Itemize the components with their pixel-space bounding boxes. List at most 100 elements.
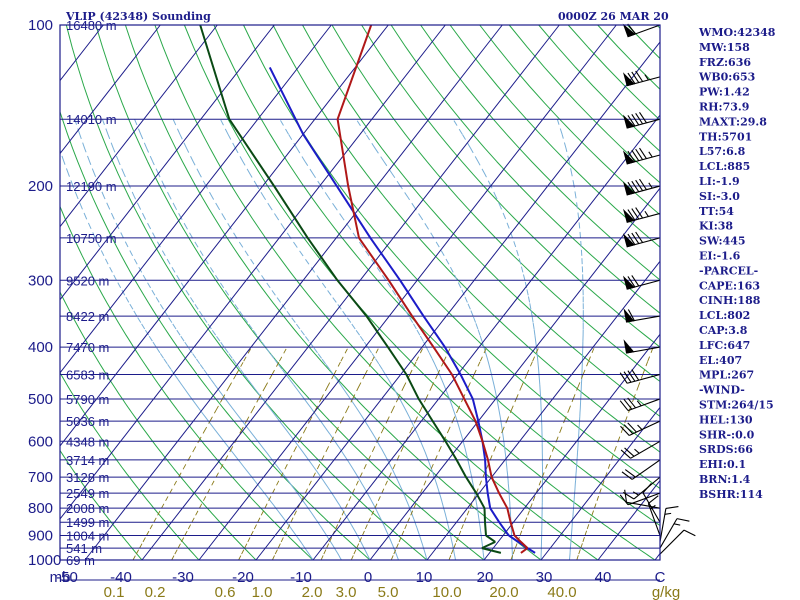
wind-barb-flag	[648, 495, 659, 505]
isotherm	[540, 407, 661, 561]
mixing-ratio-tick-label: 3.0	[336, 584, 357, 600]
height-label: 1004 m	[66, 529, 109, 544]
height-label: 8422 m	[66, 309, 109, 324]
height-label: 4348 m	[66, 434, 109, 449]
mixing-ratio-tick-label: 10.0	[432, 584, 461, 600]
wind-barb-flag	[639, 111, 647, 124]
wind-barb-flag	[635, 207, 644, 219]
wind-barb	[620, 420, 661, 436]
wind-barb-pennant	[623, 308, 635, 323]
height-label: 541 m	[66, 541, 102, 556]
wind-barb-flag	[624, 469, 636, 478]
wind-barb-half-flag	[632, 491, 639, 496]
stability-index: FRZ:636	[699, 56, 751, 69]
temperature-tick-label: C	[655, 569, 666, 586]
temperature-tick-label: -20	[232, 569, 254, 586]
wind-barb-staff	[627, 373, 661, 384]
height-label: 3714 m	[66, 453, 109, 468]
stability-index: MW:158	[699, 41, 750, 54]
wind-barb-flag	[620, 425, 630, 436]
isotherm	[141, 24, 560, 561]
stability-index: SHR-:0.0	[699, 428, 755, 441]
temperature-tick-label: -10	[290, 569, 312, 586]
wind-barb-staff	[642, 492, 661, 523]
moist-adiabat	[101, 119, 371, 561]
wind-barb-flag	[635, 231, 644, 243]
mixing-ratio-line	[390, 346, 488, 561]
wind-barb	[659, 518, 690, 549]
dry-adiabat	[567, 24, 661, 121]
stability-index: EHI:0.1	[699, 458, 746, 471]
mixing-ratio-tick-label: 40.0	[547, 584, 576, 600]
stability-index: CAPE:163	[699, 279, 760, 292]
isotherm	[59, 24, 218, 227]
pressure-tick-label: 200	[28, 178, 53, 195]
wind-barb-flag	[627, 72, 636, 84]
height-label: 10750 m	[66, 231, 117, 246]
height-label: 5036 m	[66, 414, 109, 429]
wind-barb-flag	[635, 179, 644, 192]
wind-barb-staff	[627, 398, 661, 412]
wind-barb-flag	[665, 506, 679, 509]
wind-barb	[659, 529, 696, 555]
height-label: 3128 m	[66, 470, 109, 485]
mixing-ratio-line	[510, 346, 595, 561]
stability-index: KI:38	[699, 220, 733, 233]
wind-barb-flag	[639, 178, 647, 190]
chart-title: VLIP (42348) Sounding	[65, 10, 211, 23]
wind-barb-flag	[683, 529, 696, 537]
height-label: 14010 m	[66, 112, 117, 127]
wind-barb-flag	[642, 482, 652, 494]
stability-index: BRN:1.4	[699, 473, 751, 486]
wind-barb-pennant	[622, 23, 636, 38]
wind-barb-flag	[631, 114, 640, 126]
wind-barb-flag	[631, 71, 640, 83]
wind-barb-staff	[659, 529, 685, 555]
height-label: 12190 m	[66, 179, 117, 194]
temperature-tick-label: -40	[110, 569, 132, 586]
dry-adiabat	[272, 24, 661, 453]
dewpoint-trace	[199, 24, 502, 554]
mixing-ratio-line	[320, 346, 424, 561]
dry-adiabat	[59, 111, 371, 561]
isotherm	[59, 24, 275, 301]
height-label: 1499 m	[66, 515, 109, 530]
wind-barb-flag	[631, 369, 640, 381]
wind-barb-staff	[659, 518, 678, 549]
mixing-ratio-tick-label: 0.1	[104, 584, 125, 600]
wind-barb-flag	[631, 275, 640, 287]
isotherm	[654, 553, 661, 561]
dry-adiabat	[361, 24, 661, 348]
wind-barb-flag	[619, 400, 629, 411]
wind-barb-flag	[631, 180, 640, 193]
wind-barb-flag	[627, 209, 636, 221]
stability-index: RH:73.9	[699, 101, 749, 114]
mixing-ratio-line	[576, 346, 654, 561]
wind-barb	[624, 489, 661, 509]
pressure-tick-label: 100	[28, 17, 53, 34]
stability-index: TT:54	[699, 205, 734, 218]
stability-index: SRDS:66	[699, 443, 753, 456]
pressure-tick-label: 600	[28, 433, 53, 450]
stability-index: SW:445	[699, 235, 746, 248]
moist-adiabat	[219, 118, 456, 561]
wind-barb-flag	[635, 113, 644, 125]
wind-barb-staff	[627, 492, 661, 506]
moist-adiabat	[134, 119, 399, 561]
plot-border	[59, 24, 661, 561]
mixing-ratio-line	[238, 346, 349, 561]
wind-barb-half-flag	[636, 400, 642, 407]
isotherm	[84, 24, 503, 561]
stability-index: EL:407	[699, 354, 742, 367]
isotherm	[59, 24, 161, 154]
wind-barb-pennant	[622, 233, 635, 248]
pressure-tick-label: 800	[28, 500, 53, 517]
stability-index: HEL:130	[699, 413, 753, 426]
height-label: 2549 m	[66, 486, 109, 501]
wind-barb-staff	[630, 440, 661, 459]
temperature-tick-label: 30	[536, 569, 553, 586]
wind-barb	[622, 70, 661, 87]
wind-barb-flag	[619, 494, 629, 506]
wind-barb-flag	[676, 518, 690, 522]
